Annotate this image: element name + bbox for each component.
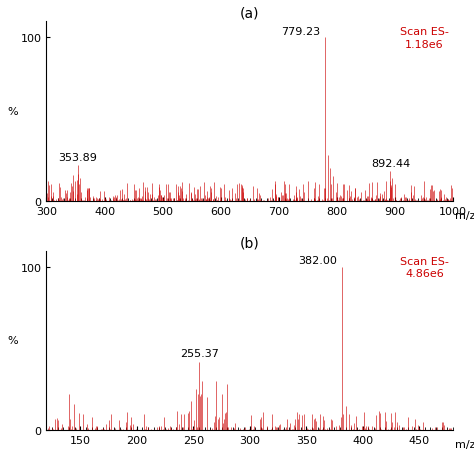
- Y-axis label: %: %: [7, 335, 18, 345]
- Text: 382.00: 382.00: [299, 256, 337, 266]
- X-axis label: m/z: m/z: [455, 439, 474, 449]
- Text: 779.23: 779.23: [281, 27, 320, 37]
- Title: (b): (b): [240, 236, 260, 250]
- Text: 353.89: 353.89: [58, 152, 97, 162]
- Text: 255.37: 255.37: [180, 349, 219, 359]
- Text: Scan ES-
1.18e6: Scan ES- 1.18e6: [400, 27, 449, 50]
- Y-axis label: %: %: [7, 106, 18, 116]
- X-axis label: m/z: m/z: [455, 210, 474, 220]
- Text: Scan ES-
4.86e6: Scan ES- 4.86e6: [400, 256, 449, 278]
- Text: 892.44: 892.44: [371, 159, 410, 169]
- Title: (a): (a): [240, 7, 259, 21]
